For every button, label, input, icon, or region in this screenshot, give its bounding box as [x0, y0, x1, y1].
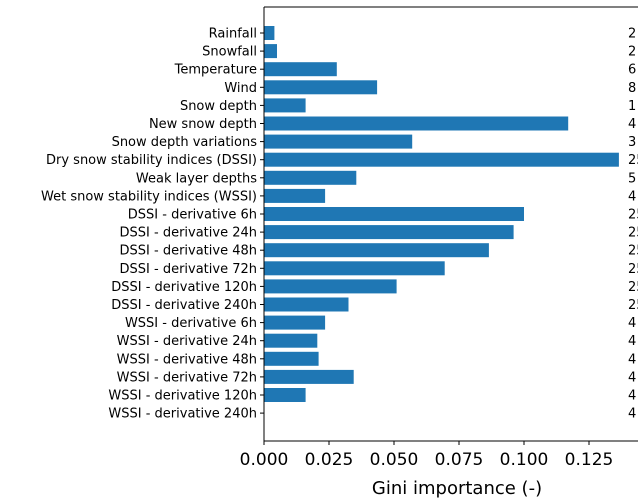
bar-0 [264, 26, 275, 40]
category-label-5: New snow depth [149, 117, 257, 132]
right-label-10: 25 [628, 208, 638, 223]
right-label-3: 8 [628, 81, 636, 96]
right-label-8: 5 [628, 171, 636, 186]
right-label-15: 25 [628, 298, 638, 313]
category-labels: Rainfall Snowfall Temperature Wind Snow dept… [41, 27, 264, 422]
bar-9 [264, 188, 326, 203]
category-label-0: Rainfall [209, 27, 257, 42]
right-label-13: 25 [628, 262, 638, 277]
bar-12 [264, 243, 489, 258]
bar-14 [264, 279, 397, 294]
bar-1 [264, 44, 277, 59]
category-label-16: WSSI - derivative 6h [125, 316, 257, 331]
category-label-13: DSSI - derivative 72h [120, 262, 257, 277]
right-label-9: 4 [628, 189, 636, 204]
bar-19 [264, 369, 354, 384]
right-label-11: 25 [628, 226, 638, 241]
category-label-9: Wet snow stability indices (WSSI) [41, 189, 257, 204]
right-label-2: 6 [628, 63, 636, 78]
right-label-19: 4 [628, 370, 636, 385]
right-label-4: 1 [628, 99, 636, 114]
category-label-2: Temperature [174, 63, 257, 78]
category-label-19: WSSI - derivative 72h [117, 370, 257, 385]
category-label-21: WSSI - derivative 240h [108, 407, 257, 422]
bars-group [264, 26, 619, 402]
bar-18 [264, 351, 319, 366]
category-label-10: DSSI - derivative 6h [128, 208, 257, 223]
category-label-3: Wind [224, 81, 257, 96]
category-label-1: Snowfall [202, 45, 257, 60]
right-side-labels: 2 2 6 8 1 4 3 25 5 4 25 25 25 25 25 25 4 4 4 4 4 4 [628, 27, 638, 422]
x-axis-title: Gini importance (-) [372, 478, 542, 499]
x-ticks: 0.000 0.025 0.050 0.075 0.100 0.125 [240, 441, 614, 470]
category-label-6: Snow depth variations [112, 135, 258, 150]
right-label-0: 2 [628, 27, 636, 42]
category-label-12: DSSI - derivative 48h [120, 244, 257, 259]
bar-6 [264, 134, 413, 149]
category-label-18: WSSI - derivative 48h [117, 352, 257, 367]
bar-15 [264, 297, 349, 312]
bar-13 [264, 261, 445, 276]
right-label-7: 25 [628, 153, 638, 168]
bar-20 [264, 388, 306, 402]
right-label-17: 4 [628, 334, 636, 349]
right-label-20: 4 [628, 389, 636, 404]
x-tick-label-3: 0.075 [435, 450, 484, 470]
x-tick-label-1: 0.025 [305, 450, 354, 470]
bar-3 [264, 80, 378, 95]
category-label-8: Weak layer depths [136, 171, 257, 186]
bar-17 [264, 333, 318, 348]
category-label-15: DSSI - derivative 240h [111, 298, 257, 313]
x-tick-label-5: 0.125 [565, 450, 614, 470]
x-tick-label-4: 0.100 [500, 450, 549, 470]
right-label-12: 25 [628, 244, 638, 259]
bar-16 [264, 315, 326, 330]
x-tick-label-2: 0.050 [370, 450, 419, 470]
bar-8 [264, 170, 357, 185]
bar-7 [264, 152, 619, 167]
right-label-14: 25 [628, 280, 638, 295]
bar-10 [264, 207, 524, 221]
category-label-20: WSSI - derivative 120h [108, 389, 257, 404]
category-label-4: Snow depth [180, 99, 257, 114]
x-tick-label-0: 0.000 [240, 450, 289, 470]
bar-11 [264, 225, 514, 240]
category-label-17: WSSI - derivative 24h [117, 334, 257, 349]
right-label-18: 4 [628, 352, 636, 367]
category-label-11: DSSI - derivative 24h [120, 226, 257, 241]
right-label-6: 3 [628, 135, 636, 150]
right-label-16: 4 [628, 316, 636, 331]
right-label-1: 2 [628, 45, 636, 60]
right-label-21: 4 [628, 407, 636, 422]
bar-2 [264, 62, 337, 77]
right-label-5: 4 [628, 117, 636, 132]
bar-5 [264, 116, 569, 131]
category-label-14: DSSI - derivative 120h [111, 280, 257, 295]
category-label-7: Dry snow stability indices (DSSI) [46, 153, 257, 168]
bar-4 [264, 98, 306, 113]
